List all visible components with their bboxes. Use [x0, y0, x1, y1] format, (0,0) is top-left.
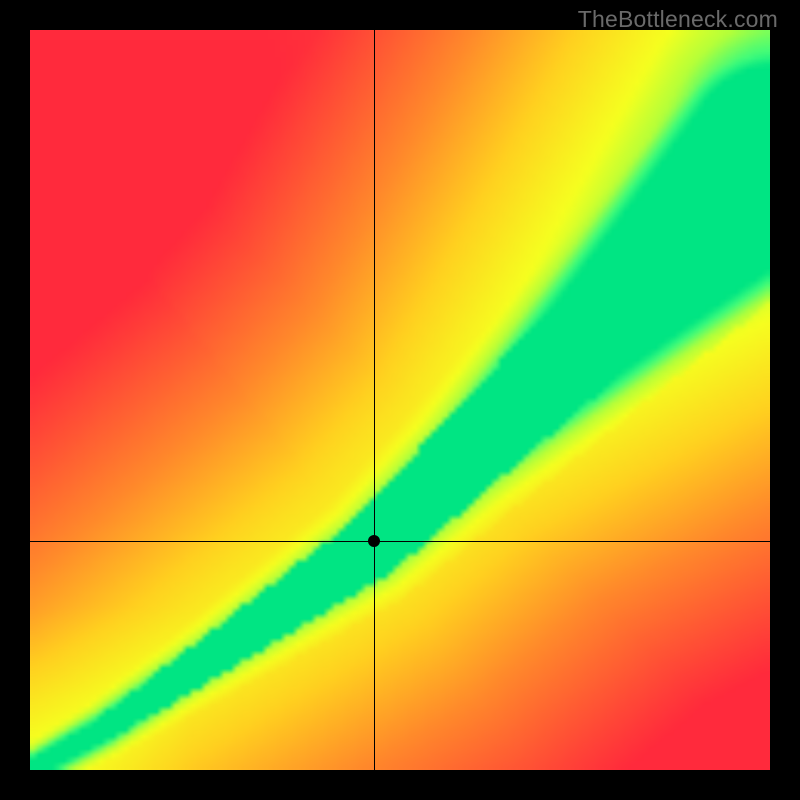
- crosshair-marker-dot: [368, 535, 380, 547]
- heatmap-plot: [30, 30, 770, 770]
- crosshair-vertical: [374, 30, 375, 770]
- watermark-text: TheBottleneck.com: [578, 6, 778, 33]
- heatmap-canvas: [30, 30, 770, 770]
- stage: TheBottleneck.com: [0, 0, 800, 800]
- crosshair-horizontal: [30, 541, 770, 542]
